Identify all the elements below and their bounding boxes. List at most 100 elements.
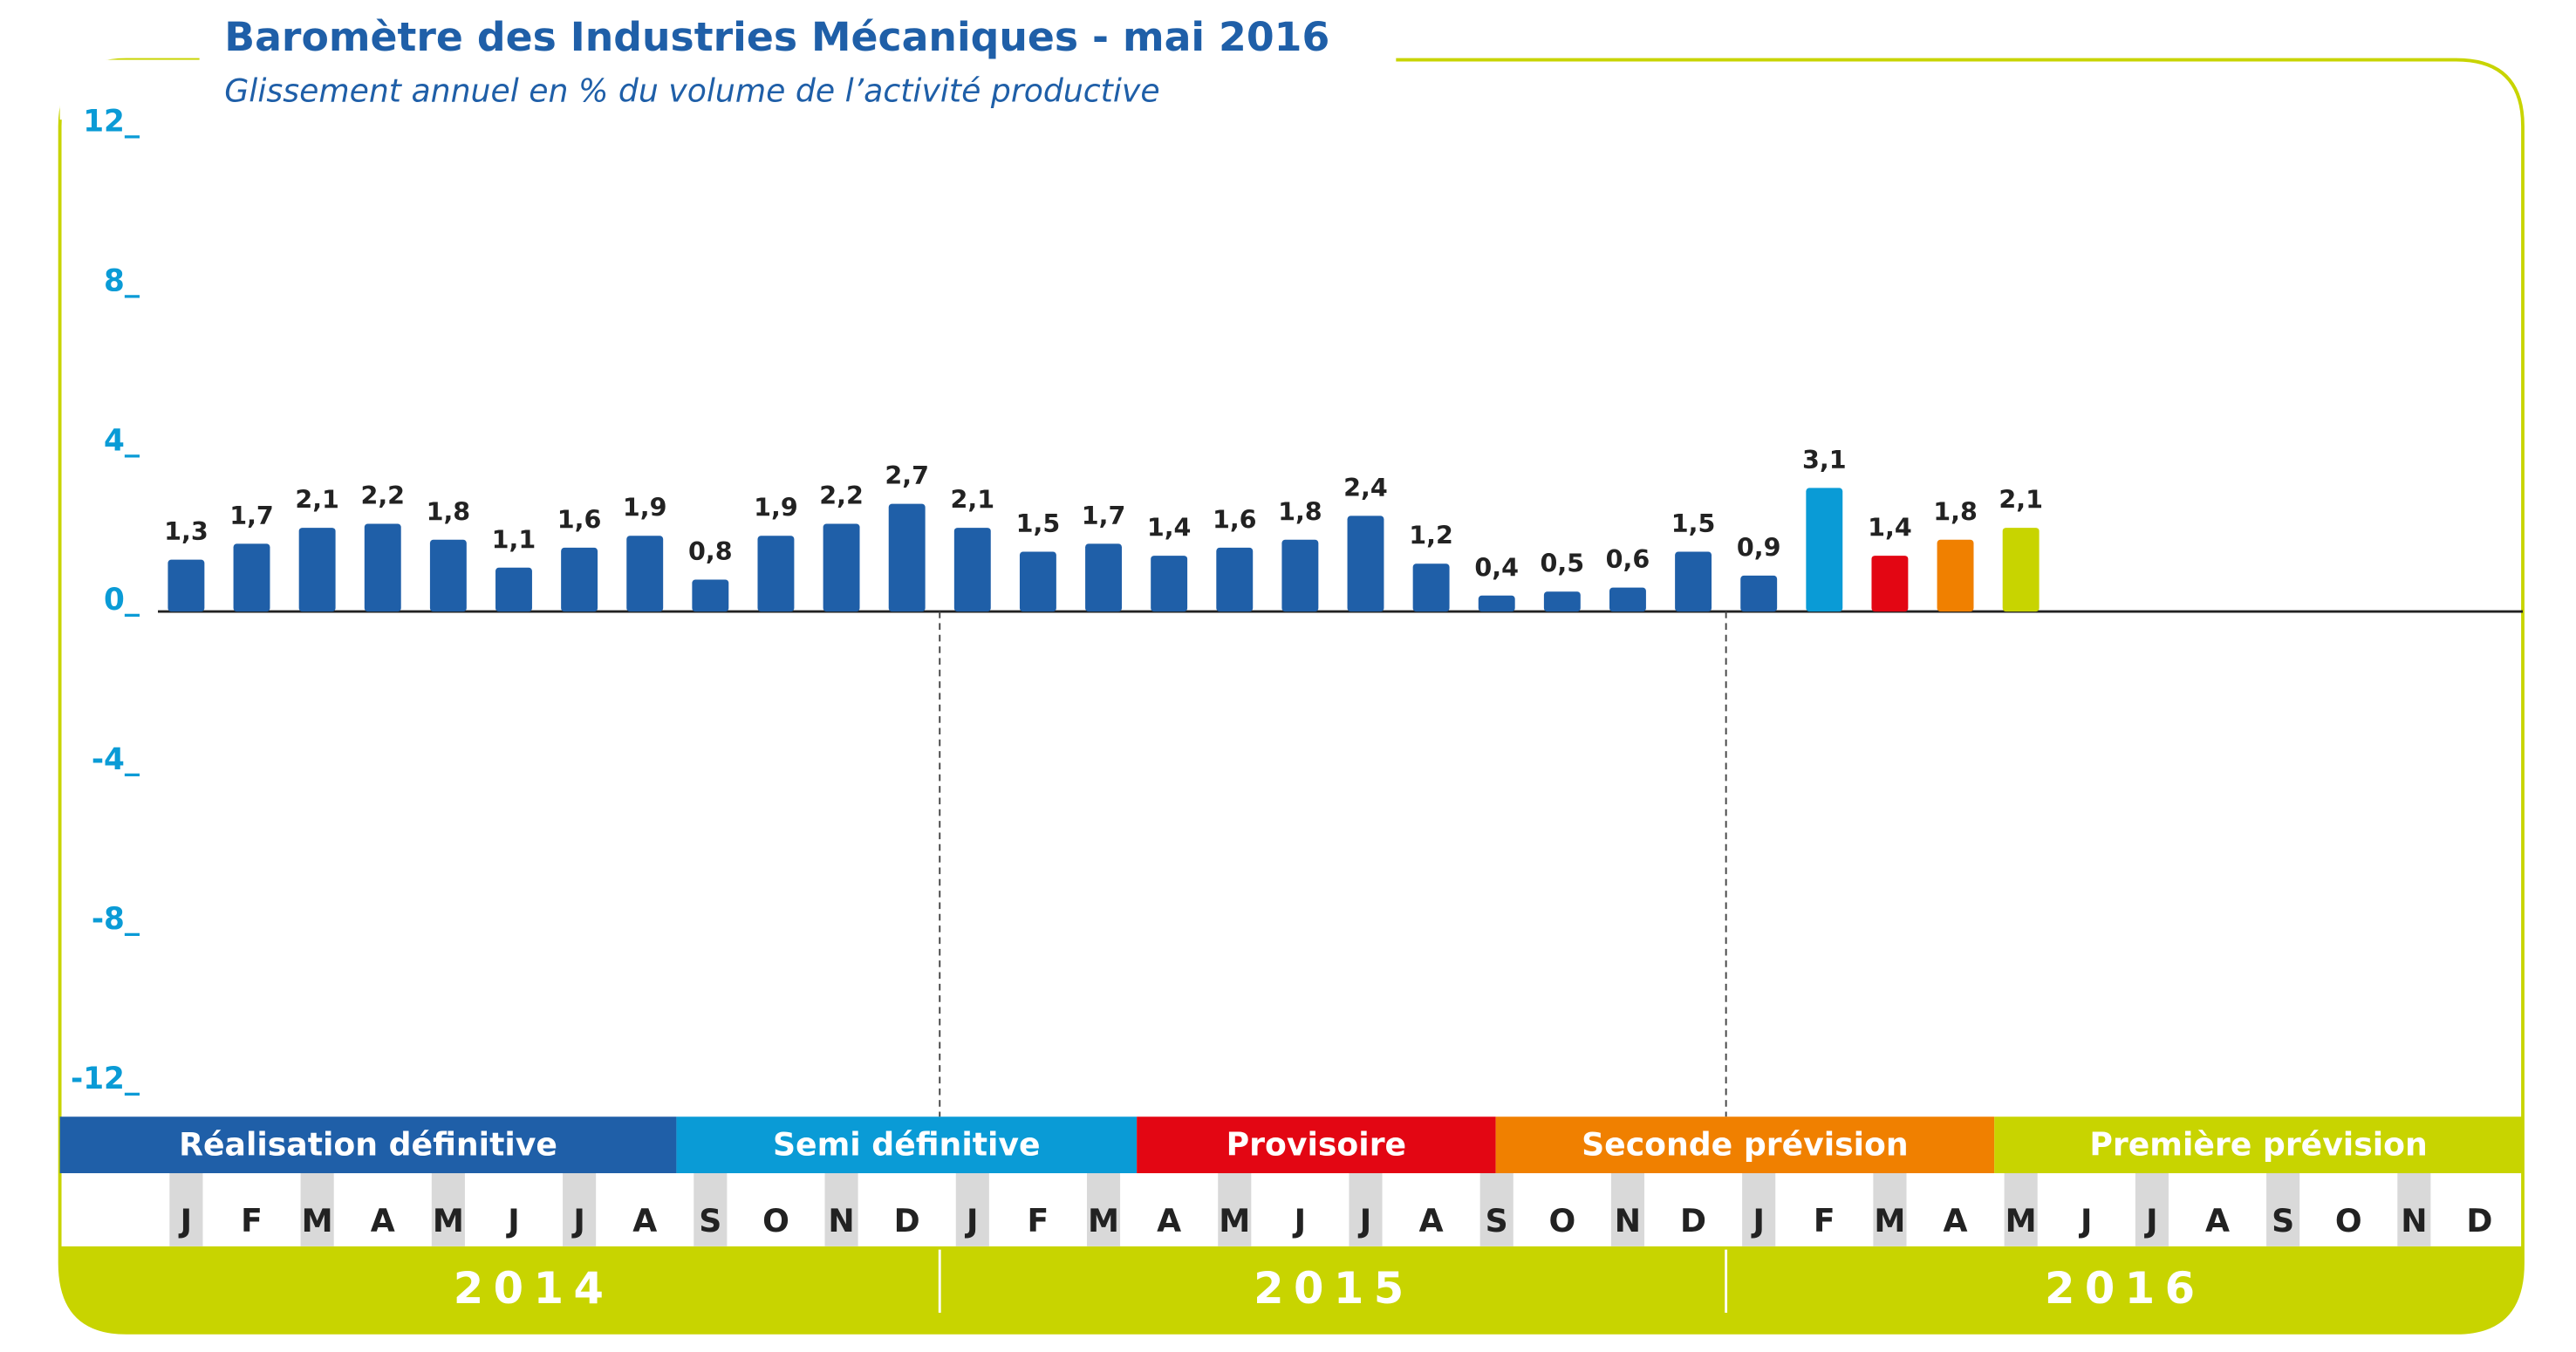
data-label: 3,1 <box>1802 445 1847 475</box>
data-label: 1,2 <box>1409 521 1453 550</box>
bar <box>1543 591 1581 612</box>
month-stripe <box>169 1173 203 1246</box>
x-tick-label: J <box>571 1202 584 1239</box>
data-label: 0,9 <box>1737 532 1781 562</box>
data-label: 1,7 <box>1082 501 1126 530</box>
month-stripe <box>2397 1173 2431 1246</box>
year-label: 2015 <box>1254 1263 1414 1314</box>
x-tick-label: J <box>964 1202 978 1239</box>
chart-subtitle: Glissement annuel en % du volume de l’ac… <box>224 72 1159 110</box>
data-label: 1,1 <box>492 524 536 554</box>
month-stripe <box>1610 1173 1645 1246</box>
data-label: 1,8 <box>1933 496 1978 526</box>
month-stripe <box>1479 1173 1513 1246</box>
x-tick-label: J <box>1750 1202 1764 1239</box>
x-tick-label: S <box>699 1202 721 1239</box>
x-tick-label: J <box>505 1202 519 1239</box>
month-stripe <box>1218 1173 1252 1246</box>
bar <box>692 579 729 612</box>
month-stripe <box>1873 1173 1907 1246</box>
data-label: 2,2 <box>360 481 405 510</box>
bar <box>1347 516 1384 612</box>
chart-title: Baromètre des Industries Mécaniques - ma… <box>224 14 1329 60</box>
bar <box>1740 575 1778 612</box>
y-tick-label: -12_ <box>71 1062 140 1096</box>
data-label: 0,6 <box>1606 544 1650 574</box>
phase-label: Seconde prévision <box>1582 1126 1909 1164</box>
bar <box>1412 563 1450 612</box>
bar <box>233 543 270 612</box>
year-band <box>59 1246 2523 1333</box>
data-label: 1,6 <box>557 504 602 534</box>
data-label: 1,3 <box>164 516 208 546</box>
month-stripe <box>1742 1173 1776 1246</box>
data-label: 0,4 <box>1474 552 1519 582</box>
phase-label: Provisoire <box>1227 1126 1406 1164</box>
bar <box>167 559 205 612</box>
month-stripe <box>2135 1173 2169 1246</box>
phase-label: Réalisation définitive <box>179 1126 557 1164</box>
x-tick-label: N <box>828 1202 854 1239</box>
bar <box>823 523 860 612</box>
phase-label: Semi définitive <box>773 1126 1041 1164</box>
phase-band <box>676 1116 1138 1174</box>
bar <box>1937 539 1974 612</box>
month-stripe <box>694 1173 728 1246</box>
x-tick-label: D <box>2466 1202 2492 1239</box>
y-tick-label: 4_ <box>104 423 140 458</box>
x-tick-label: M <box>433 1202 464 1239</box>
x-tick-label: J <box>1357 1202 1371 1239</box>
x-tick-label: A <box>2205 1202 2230 1239</box>
x-tick-label: J <box>178 1202 192 1239</box>
data-label: 1,9 <box>623 493 667 522</box>
bar <box>1609 587 1646 612</box>
phase-band <box>1495 1116 1995 1174</box>
x-tick-label: M <box>302 1202 333 1239</box>
month-stripe <box>431 1173 465 1246</box>
data-label: 0,5 <box>1541 549 1585 578</box>
bar <box>1019 551 1056 612</box>
x-tick-label: F <box>1028 1202 1049 1239</box>
y-tick-label: 12_ <box>83 104 140 139</box>
bar <box>1151 556 1188 612</box>
x-tick-label: N <box>2401 1202 2427 1239</box>
x-tick-label: J <box>1292 1202 1306 1239</box>
bar <box>1871 556 1909 612</box>
bar <box>1216 547 1254 612</box>
bar <box>1806 488 1843 612</box>
data-label: 2,1 <box>295 485 339 515</box>
x-tick-label: M <box>1219 1202 1250 1239</box>
bar <box>495 567 532 612</box>
bar <box>626 536 664 612</box>
x-tick-label: A <box>632 1202 657 1239</box>
bar <box>1675 551 1712 612</box>
bar <box>953 528 991 612</box>
x-tick-label: A <box>1419 1202 1444 1239</box>
y-tick-label: 0_ <box>104 583 140 618</box>
data-label: 1,4 <box>1868 513 1912 543</box>
x-tick-label: S <box>1486 1202 1508 1239</box>
bar <box>888 503 926 612</box>
month-stripe <box>563 1173 597 1246</box>
bar <box>757 536 795 612</box>
x-tick-label: M <box>1088 1202 1119 1239</box>
data-label: 2,7 <box>885 461 929 490</box>
x-tick-label: A <box>371 1202 395 1239</box>
y-tick-label: -8_ <box>92 902 140 937</box>
x-tick-label: M <box>1874 1202 1905 1239</box>
data-label: 0,8 <box>688 536 733 566</box>
data-label: 1,6 <box>1213 504 1257 534</box>
phase-label: Première prévision <box>2089 1126 2427 1164</box>
phase-band <box>1994 1116 2523 1174</box>
x-tick-label: F <box>241 1202 263 1239</box>
month-stripe <box>300 1173 334 1246</box>
x-tick-label: A <box>1157 1202 1181 1239</box>
x-tick-label: A <box>1944 1202 1968 1239</box>
month-stripe <box>1086 1173 1121 1246</box>
x-tick-label: D <box>1680 1202 1706 1239</box>
bar <box>429 539 467 612</box>
month-stripe <box>824 1173 858 1246</box>
x-tick-label: M <box>2005 1202 2037 1239</box>
month-stripe <box>1349 1173 1383 1246</box>
